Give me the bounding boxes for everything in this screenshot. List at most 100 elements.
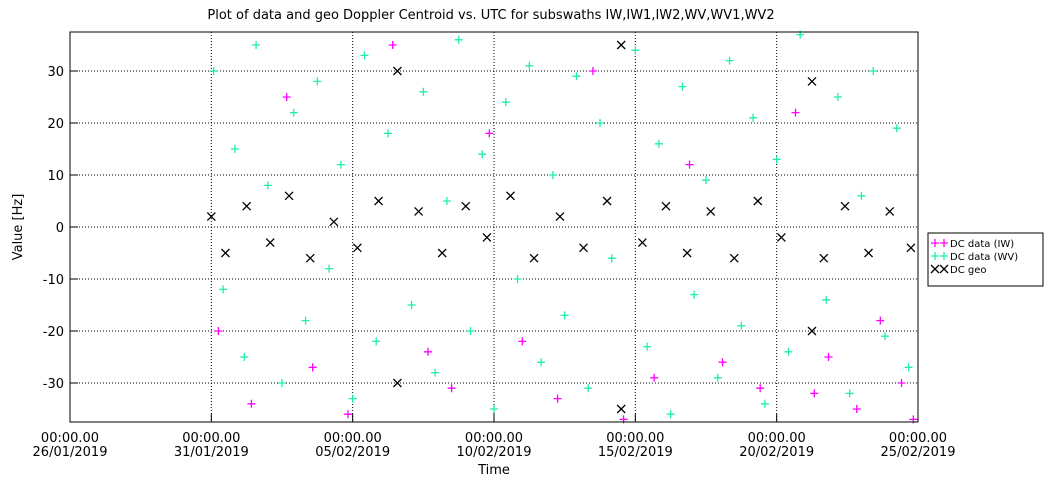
plus-marker [892, 124, 901, 133]
cross-marker [864, 248, 873, 258]
plus-marker [725, 56, 734, 65]
plus-marker [447, 384, 456, 393]
cross-marker [374, 196, 384, 206]
plus-marker [485, 129, 494, 138]
x-axis-label: Time [477, 463, 510, 478]
plus-marker [666, 410, 675, 419]
cross-marker [819, 253, 829, 263]
x-tick-label: 20/02/2019 [739, 445, 814, 460]
plus-marker [940, 239, 948, 247]
plus-marker [252, 41, 261, 49]
plus-marker [282, 93, 291, 101]
cross-marker [885, 206, 895, 216]
y-tick-label: -20 [43, 325, 64, 340]
plus-marker [219, 285, 228, 294]
plus-marker [643, 342, 652, 351]
cross-marker [329, 217, 339, 227]
plus-marker [442, 197, 451, 205]
plus-marker [209, 67, 218, 75]
plus-marker [904, 363, 913, 372]
plus-marker [678, 82, 687, 91]
plus-marker [240, 353, 249, 361]
cross-marker [840, 201, 850, 211]
cross-marker [579, 243, 588, 253]
cross-marker [807, 326, 817, 336]
cross-marker [414, 206, 424, 216]
plus-marker [791, 108, 800, 117]
plus-marker [749, 113, 758, 122]
plus-marker [518, 337, 527, 346]
plus-marker [690, 290, 699, 299]
legend-label: DC data (WV) [950, 252, 1018, 263]
cross-marker [482, 232, 492, 242]
cross-marker [682, 248, 692, 258]
plus-marker [810, 389, 819, 398]
cross-marker [206, 212, 216, 222]
cross-marker [930, 264, 940, 274]
plus-marker [940, 252, 948, 260]
plus-marker [650, 373, 659, 382]
plus-marker [431, 368, 440, 377]
legend-box [927, 232, 1044, 287]
cross-marker [555, 212, 565, 222]
plus-marker [490, 405, 498, 413]
plus-marker [525, 61, 534, 70]
plus-marker [466, 327, 475, 335]
plus-marker [845, 389, 854, 398]
cross-marker [729, 253, 739, 263]
x-tick-label: 00:00.00 [182, 431, 240, 446]
plus-marker [718, 358, 727, 367]
plus-marker [384, 129, 392, 138]
cross-marker [242, 201, 252, 211]
plus-marker [857, 191, 866, 200]
plus-marker [852, 405, 861, 413]
plus-marker [325, 264, 334, 273]
plus-marker [876, 316, 885, 325]
y-axis-label: Value [Hz] [11, 194, 26, 261]
cross-marker [706, 206, 716, 216]
x-tick-label: 25/02/2019 [881, 445, 956, 460]
cross-marker [807, 76, 817, 86]
plus-marker [772, 155, 781, 164]
y-tick-label: 10 [47, 169, 64, 184]
plus-marker [348, 394, 357, 403]
x-tick-label: 31/01/2019 [174, 445, 249, 460]
plus-marker [596, 119, 604, 127]
cross-marker [939, 264, 949, 274]
cross-marker [221, 248, 230, 258]
plus-marker [308, 363, 317, 372]
plus-marker [572, 72, 581, 81]
plus-marker [263, 181, 272, 190]
x-tick-label: 00:00.00 [748, 431, 806, 446]
x-tick-label: 10/02/2019 [457, 445, 532, 460]
plus-marker [631, 46, 640, 55]
x-tick-label: 26/01/2019 [33, 445, 108, 460]
legend-label: DC data (IW) [950, 239, 1014, 250]
plus-marker [560, 311, 569, 320]
y-tick-label: -30 [43, 377, 64, 392]
cross-marker [616, 404, 626, 414]
plus-marker [756, 384, 765, 393]
cross-marker [616, 40, 626, 50]
plus-marker [685, 160, 694, 169]
plus-marker [897, 379, 906, 387]
plus-marker [784, 347, 793, 356]
plus-marker [407, 301, 416, 309]
x-tick-label: 00:00.00 [41, 431, 99, 446]
x-tick-label: 00:00.00 [465, 431, 523, 446]
plus-marker [501, 98, 510, 107]
plus-marker [713, 373, 722, 382]
plus-marker [931, 239, 939, 247]
plus-marker [388, 41, 397, 49]
plus-marker [548, 171, 557, 179]
cross-marker [637, 238, 647, 248]
plus-marker [881, 332, 890, 341]
plus-marker [301, 316, 310, 325]
plus-marker [607, 254, 616, 263]
cross-marker [602, 196, 612, 206]
plus-marker [869, 67, 878, 75]
plus-marker [702, 176, 710, 185]
x-tick-label: 05/02/2019 [315, 445, 390, 460]
